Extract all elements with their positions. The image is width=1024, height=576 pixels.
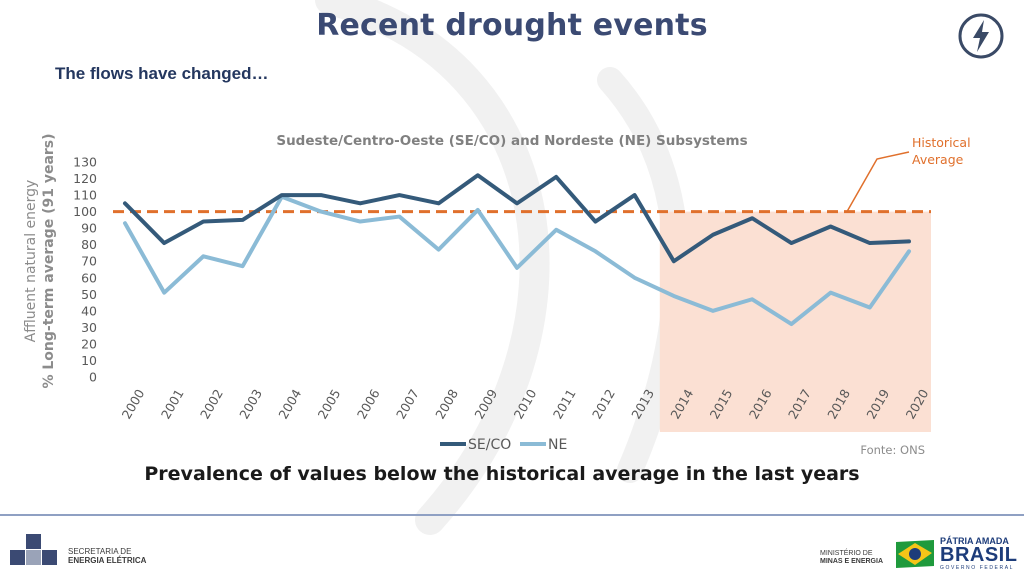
x-tick-label: 2004 bbox=[275, 386, 304, 421]
y-tick-label: 30 bbox=[81, 320, 97, 335]
series-line-ne bbox=[123, 194, 911, 327]
y-tick-label: 10 bbox=[81, 353, 97, 368]
ministerio-line1: MINISTÉRIO DE bbox=[820, 550, 873, 557]
brasil-flag-icon bbox=[896, 540, 934, 568]
y-tick-label: 80 bbox=[81, 237, 97, 252]
footer-divider bbox=[0, 514, 1024, 516]
x-tick-label: 2013 bbox=[628, 386, 657, 421]
y-tick-label: 60 bbox=[81, 270, 97, 285]
x-tick-label: 2005 bbox=[315, 386, 344, 421]
y-tick-label: 110 bbox=[73, 188, 97, 203]
x-tick-label: 2006 bbox=[354, 386, 383, 421]
y-tick-label: 70 bbox=[81, 254, 97, 269]
x-tick-label: 2007 bbox=[393, 386, 422, 421]
y-axis-label-line1: Affluent natural energy bbox=[23, 180, 39, 343]
x-tick-label: 2011 bbox=[550, 386, 579, 421]
page-subtitle: The flows have changed… bbox=[55, 64, 269, 83]
x-tick-label: 2008 bbox=[432, 386, 461, 421]
x-tick-label: 2002 bbox=[197, 386, 226, 421]
patria-amada-text: PÁTRIA AMADA bbox=[940, 536, 1009, 546]
x-tick-label: 2012 bbox=[589, 386, 618, 421]
page-title: Recent drought events bbox=[316, 8, 708, 43]
secretaria-line1: SECRETARIA DE bbox=[68, 547, 132, 556]
x-tick-label: 2001 bbox=[158, 386, 187, 421]
x-tick-label: 2003 bbox=[236, 386, 265, 421]
legend-label: NE bbox=[548, 437, 567, 453]
y-tick-label: 90 bbox=[81, 221, 97, 236]
y-tick-label: 0 bbox=[89, 370, 97, 385]
takeaway-text: Prevalence of values below the historica… bbox=[144, 463, 860, 485]
y-tick-label: 100 bbox=[73, 204, 97, 219]
x-tick-label: 2000 bbox=[119, 386, 148, 421]
ministerio-line2: MINAS E ENERGIA bbox=[820, 558, 884, 565]
governo-federal-text: GOVERNO FEDERAL bbox=[940, 565, 1015, 571]
y-tick-label: 50 bbox=[81, 287, 97, 302]
x-tick-label: 2010 bbox=[511, 386, 540, 421]
series-line-seco bbox=[123, 173, 911, 264]
y-tick-label: 120 bbox=[73, 171, 97, 186]
secretaria-text: SECRETARIA DE ENERGIA ELÉTRICA bbox=[68, 547, 146, 565]
source-label: Fonte: ONS bbox=[860, 443, 925, 457]
x-tick-label: 2009 bbox=[471, 386, 500, 421]
lightning-bolt-icon bbox=[958, 13, 1004, 59]
historical-average-label-line1: Historical bbox=[912, 135, 971, 150]
legend-label: SE/CO bbox=[468, 437, 511, 453]
historical-average-callout-line bbox=[846, 151, 910, 212]
ministerio-text: MINISTÉRIO DE MINAS E ENERGIA bbox=[820, 550, 883, 566]
brasil-governo-logo: PÁTRIA AMADA BRASIL GOVERNO FEDERAL bbox=[940, 536, 1017, 572]
y-tick-label: 130 bbox=[73, 155, 97, 170]
y-tick-label: 40 bbox=[81, 303, 97, 318]
historical-average-label-line2: Average bbox=[912, 152, 964, 167]
y-tick-label: 20 bbox=[81, 336, 97, 351]
y-axis-label-line2: % Long-term average (91 years) bbox=[41, 133, 57, 388]
chart-title: Sudeste/Centro-Oeste (SE/CO) and Nordest… bbox=[276, 133, 747, 149]
secretaria-line2: ENERGIA ELÉTRICA bbox=[68, 556, 147, 565]
brasil-text: BRASIL bbox=[940, 544, 1018, 566]
secretaria-logo-icon bbox=[10, 534, 57, 565]
